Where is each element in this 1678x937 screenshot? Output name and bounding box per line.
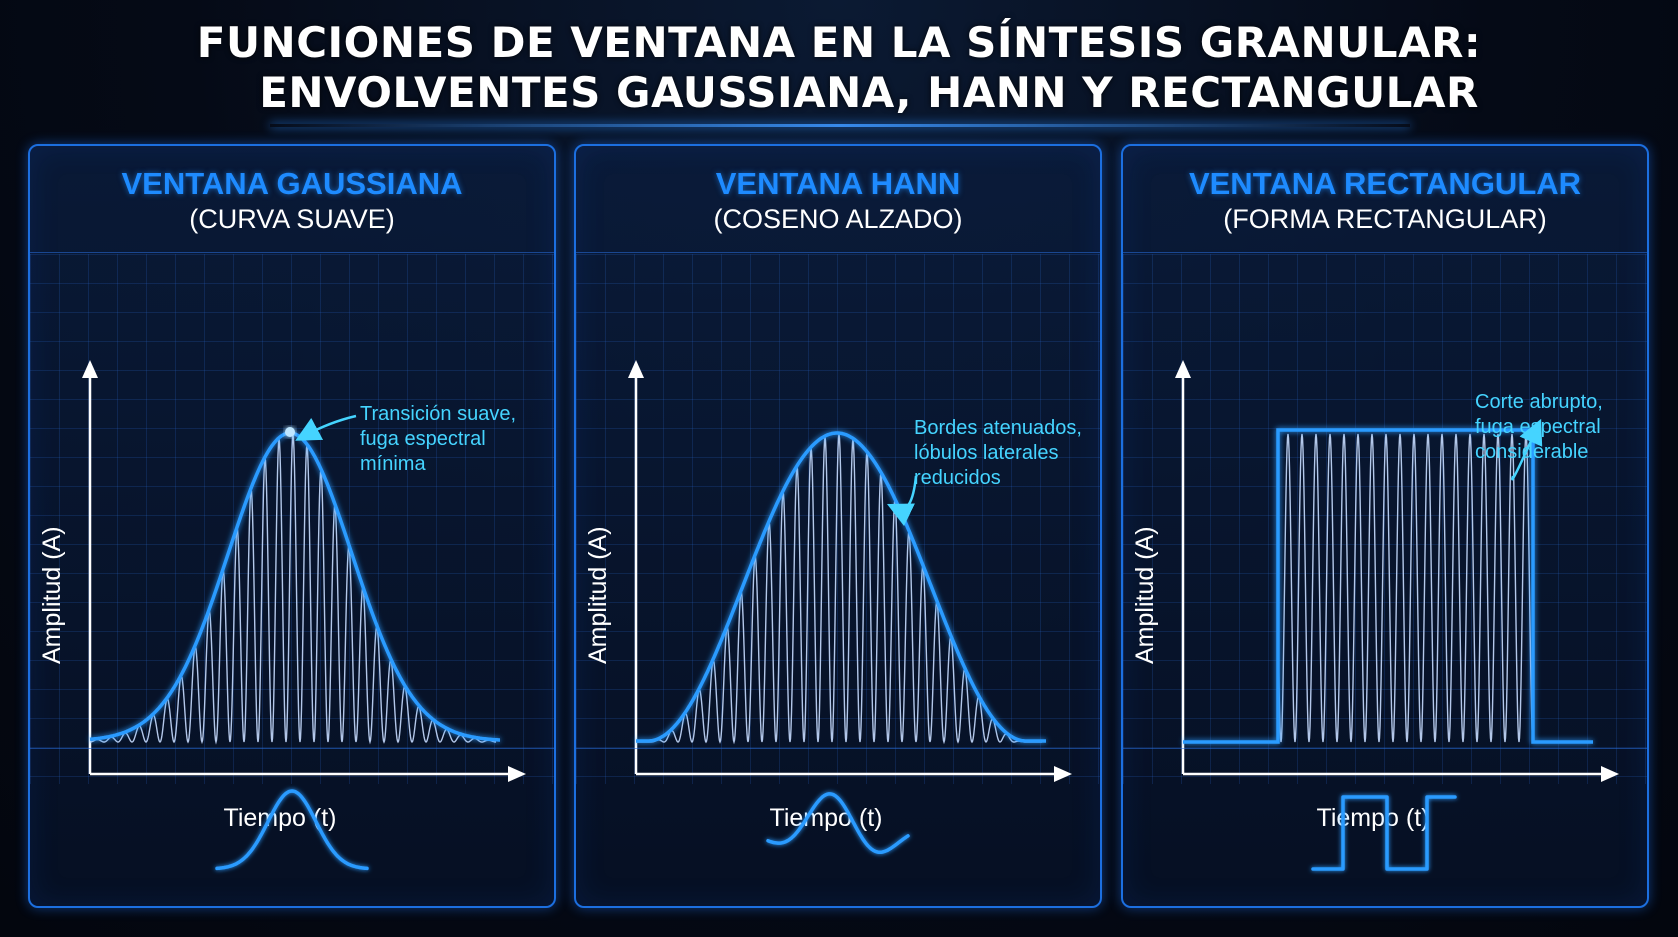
panel-subtitle: (COSENO ALZADO) <box>713 204 963 234</box>
annotation-arrow-path <box>295 414 357 441</box>
square-wave-icon <box>1311 795 1457 871</box>
x-axis-arrowhead <box>508 766 526 782</box>
y-axis-label: Amplitud (A) <box>1131 526 1159 664</box>
plot-axes <box>82 360 526 782</box>
envelope-curve <box>1183 428 1593 744</box>
page-title: FUNCIONES DE VENTANA EN LA SÍNTESIS GRAN… <box>0 18 1678 118</box>
annotation-line: considerable <box>1475 441 1589 463</box>
carrier-wave-path <box>1183 433 1589 743</box>
square-wave-icon-path <box>1311 795 1457 871</box>
panel-title: VENTANA HANN <box>715 166 961 201</box>
gaussian-bell-icon <box>215 789 369 871</box>
panel-subtitle: (CURVA SUAVE) <box>189 204 395 234</box>
rectangular-window-panel: VENTANA RECTANGULAR (FORMA RECTANGULAR) … <box>1121 144 1649 908</box>
hann-plot: Amplitud (A) Tiempo (t) Bordes atenuados… <box>576 254 1100 832</box>
annotation-arrow-path <box>886 475 918 527</box>
envelope-path <box>1183 428 1593 744</box>
x-axis-arrowhead <box>1601 766 1619 782</box>
sine-wave-icon-path <box>766 792 910 855</box>
gaussian-window-panel: VENTANA GAUSSIANA (CURVA SUAVE) Amplitud… <box>28 144 556 908</box>
title-underline-glow <box>270 124 1410 127</box>
panel-header: VENTANA GAUSSIANA (CURVA SUAVE) <box>30 146 554 253</box>
peak-glow-point <box>285 427 295 437</box>
panel-footer <box>576 748 1100 907</box>
hann-plot-svg <box>628 360 1072 782</box>
envelope-path <box>89 431 500 742</box>
annotation-text: Bordes atenuados, lóbulos laterales redu… <box>914 416 1082 491</box>
annotation-line: fuga espectral <box>1475 416 1601 438</box>
panel-footer <box>1123 748 1647 907</box>
annotation-line: Corte abrupto, <box>1475 391 1603 413</box>
annotation-arrow <box>295 414 357 441</box>
carrier-wave <box>90 434 496 745</box>
x-axis-label: Tiempo (t) <box>769 804 883 832</box>
envelope-curve <box>636 431 1046 743</box>
annotation-line: Bordes atenuados, <box>914 417 1082 439</box>
annotation-line: Transición suave, <box>360 403 516 425</box>
x-axis-label: Tiempo (t) <box>1316 804 1430 832</box>
hann-window-panel: VENTANA HANN (COSENO ALZADO) Amplitud (A… <box>574 144 1102 908</box>
y-axis-arrowhead <box>1175 360 1191 378</box>
sine-wave-icon <box>766 792 910 855</box>
y-axis-arrowhead <box>82 360 98 378</box>
panel-title: VENTANA RECTANGULAR <box>1188 166 1582 201</box>
annotation-text: Corte abrupto, fuga espectral considerab… <box>1475 390 1603 465</box>
gaussian-plot-svg <box>82 360 526 782</box>
carrier-wave-path <box>90 434 496 745</box>
envelope-curve <box>89 427 500 742</box>
panel-footer <box>30 748 554 907</box>
gaussian-bell-icon-path <box>215 789 369 871</box>
carrier-wave <box>1183 433 1589 743</box>
panel-subtitle: (FORMA RECTANGULAR) <box>1223 204 1547 234</box>
gaussian-plot: Amplitud (A) Tiempo (t) Transición suave… <box>30 254 554 832</box>
annotation-arrow <box>886 475 918 527</box>
y-axis-label: Amplitud (A) <box>38 526 66 664</box>
annotation-line: reducidos <box>914 467 1001 489</box>
x-axis-arrowhead <box>1054 766 1072 782</box>
title-line-1: FUNCIONES DE VENTANA EN LA SÍNTESIS GRAN… <box>196 18 1482 67</box>
annotation-line: lóbulos laterales <box>914 442 1059 464</box>
plot-axes <box>628 360 1072 782</box>
annotation-arrow <box>1511 418 1543 481</box>
annotation-line: fuga espectral mínima <box>360 428 486 475</box>
plot-axes <box>1175 360 1619 782</box>
rectangular-plot-svg <box>1175 360 1619 782</box>
panel-header: VENTANA HANN (COSENO ALZADO) <box>576 146 1100 253</box>
title-line-2: ENVOLVENTES GAUSSIANA, HANN Y RECTANGULA… <box>259 68 1479 117</box>
panel-title: VENTANA GAUSSIANA <box>121 166 463 201</box>
annotation-arrow-path <box>1511 418 1543 481</box>
panel-header: VENTANA RECTANGULAR (FORMA RECTANGULAR) <box>1123 146 1647 253</box>
y-axis-arrowhead <box>628 360 644 378</box>
y-axis-label: Amplitud (A) <box>584 526 612 664</box>
rectangular-plot: Amplitud (A) Tiempo (t) Corte abrupto, f… <box>1123 254 1647 832</box>
annotation-text: Transición suave, fuga espectral mínima <box>360 402 554 477</box>
envelope-path <box>636 431 1046 743</box>
